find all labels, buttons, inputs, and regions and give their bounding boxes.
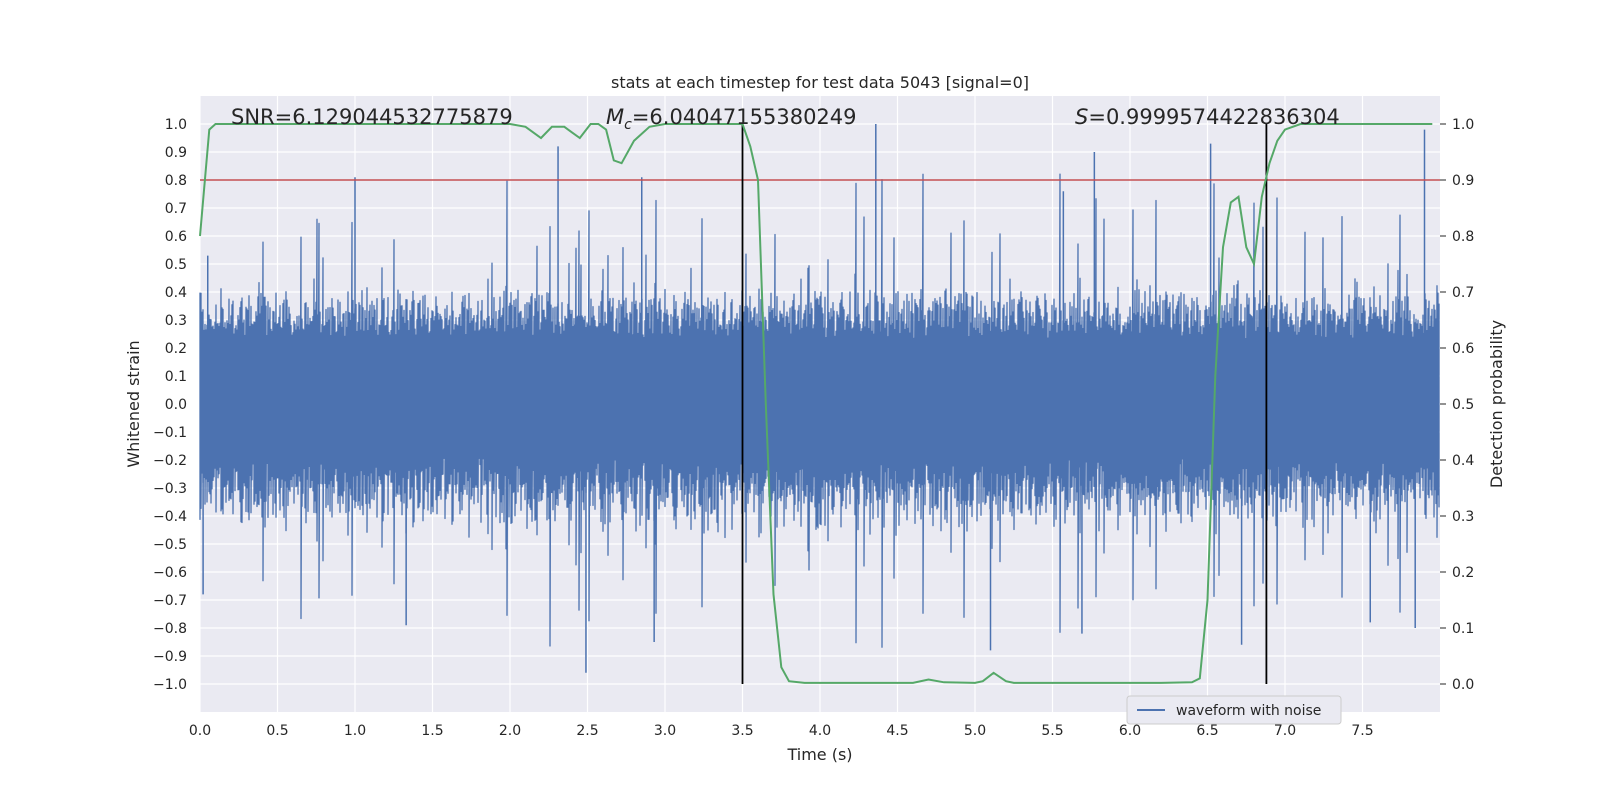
right-y-tick-label: 0.1 [1452,621,1474,637]
legend: waveform with noise [1126,695,1342,725]
x-tick-label: 5.0 [964,723,986,739]
right-y-tick-label: 0.2 [1452,565,1474,581]
x-tick-label: 7.5 [1351,723,1373,739]
x-tick-label: 5.5 [1041,723,1063,739]
y-tick-label: −0.2 [153,453,187,469]
x-tick-label: 1.0 [344,723,366,739]
right-y-tick-label: 0.4 [1452,453,1474,469]
x-axis-label: Time (s) [786,745,852,764]
y-tick-label: 0.8 [165,173,187,189]
y-tick-label: 0.0 [165,397,187,413]
y-tick-label: −0.6 [153,565,187,581]
y-tick-label: 0.6 [165,229,187,245]
chirp-mass-value: =6.04047155380249 [632,105,857,129]
chirp-mass-symbol: M [606,105,624,129]
y-axis-label: Whitened strain [124,340,143,467]
x-tick-label: 4.0 [809,723,831,739]
chart-title: stats at each timestep for test data 504… [611,73,1029,92]
s-annotation: S=0.9999574422836304 [1075,105,1340,129]
x-tick-label: 1.5 [421,723,443,739]
y-tick-label: −0.5 [153,537,187,553]
y-tick-label: 0.1 [165,369,187,385]
x-tick-label: 6.5 [1196,723,1218,739]
y-tick-label: −0.9 [153,649,187,665]
x-tick-label: 3.5 [731,723,753,739]
x-tick-label: 0.0 [189,723,211,739]
y-tick-label: −0.4 [153,509,187,525]
x-tick-label: 0.5 [266,723,288,739]
x-tick-label: 4.5 [886,723,908,739]
chirp-mass-subscript: c [624,117,632,133]
detection-probability-series [199,123,1433,684]
right-y-axis-label: Detection probability [1487,320,1506,488]
y-tick-label: −0.1 [153,425,187,441]
legend-label: waveform with noise [1176,703,1321,719]
right-axis-ticks: 0.0 0.1 0.2 0.3 0.4 0.5 0.6 0.7 0.8 0.9 1.0 [1440,117,1474,693]
s-value: =0.9999574422836304 [1088,105,1339,129]
x-tick-label: 2.0 [499,723,521,739]
right-y-tick-label: 0.7 [1452,285,1474,301]
y-tick-label: −0.8 [153,621,187,637]
y-tick-label: 0.2 [165,341,187,357]
y-tick-label: 0.4 [165,285,187,301]
y-tick-label: −0.3 [153,481,187,497]
snr-annotation: SNR=6.129044532775879 [231,105,513,129]
x-axis-ticks: 0.0 0.5 1.0 1.5 2.0 2.5 3.0 3.5 4.0 4.5 5.0 5.5 6.0 6… [189,723,1374,739]
y-tick-label: 0.5 [165,257,187,273]
chirp-mass-annotation: Mc=6.04047155380249 [606,105,857,133]
detection-probability-line [199,123,1433,684]
s-symbol: S [1075,105,1088,129]
vertical-markers [741,124,1268,684]
y-tick-label: −1.0 [153,677,187,693]
right-y-tick-label: 0.0 [1452,677,1474,693]
right-y-tick-label: 0.3 [1452,509,1474,525]
right-y-tick-label: 0.5 [1452,397,1474,413]
right-y-tick-label: 0.9 [1452,173,1474,189]
right-y-tick-label: 0.8 [1452,229,1474,245]
y-tick-label: −0.7 [153,593,187,609]
y-tick-label: 0.3 [165,313,187,329]
right-y-tick-label: 0.6 [1452,341,1474,357]
y-tick-label: 0.9 [165,145,187,161]
x-tick-label: 7.0 [1274,723,1296,739]
waveform-with-noise-series [199,124,1440,673]
legend-box [1126,695,1342,725]
y-tick-label: 0.7 [165,201,187,217]
x-tick-label: 2.5 [576,723,598,739]
right-y-tick-label: 1.0 [1452,117,1474,133]
y-tick-label: 1.0 [165,117,187,133]
x-tick-label: 3.0 [654,723,676,739]
left-axis-ticks: −1.0 −0.9 −0.8 −0.7 −0.6 −0.5 −0.4 −0.3 −0.2 −0.1… [153,117,187,693]
x-tick-label: 6.0 [1119,723,1141,739]
